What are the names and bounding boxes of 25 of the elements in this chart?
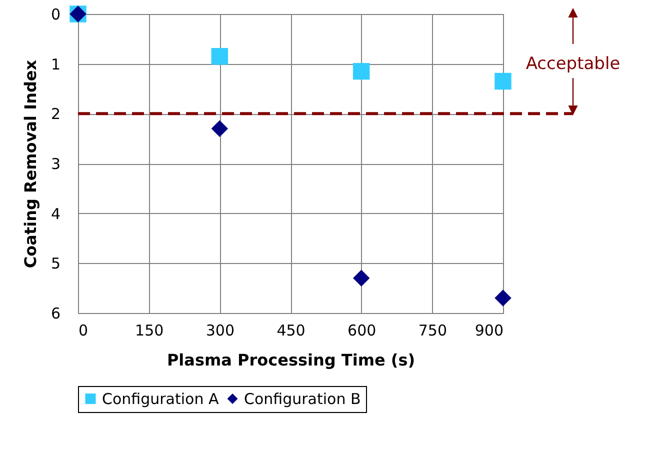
point [352,62,370,80]
point [211,120,228,137]
x-tick-label: 0 [78,322,88,340]
y-tick-label: 2 [50,105,60,124]
x-tick-label: 600 [348,322,376,340]
y-tick-label: 0 [50,6,60,24]
y-axis-title: Coating Removal Index [20,59,40,268]
x-tick-label: 150 [135,322,164,340]
y-tick-label: 5 [50,254,60,273]
legend-label: Configuration B [244,390,361,408]
x-tick-label: 300 [206,322,234,340]
x-tick-label: 750 [418,322,447,340]
x-tick-label: 900 [474,322,504,340]
legend-label: Configuration A [102,390,220,408]
point [494,72,512,90]
y-tick-label: 1 [50,55,60,74]
y-tick-label: 4 [50,204,60,223]
point [211,48,228,65]
y-tick-label: 3 [50,155,60,173]
x-tick-label: 450 [276,322,306,340]
y-tick-label: 6 [50,304,60,322]
point [494,290,512,306]
x-axis-title: Plasma Processing Time (s) [166,350,416,370]
ref-line-label: Acceptable [526,54,620,74]
point [352,270,370,286]
